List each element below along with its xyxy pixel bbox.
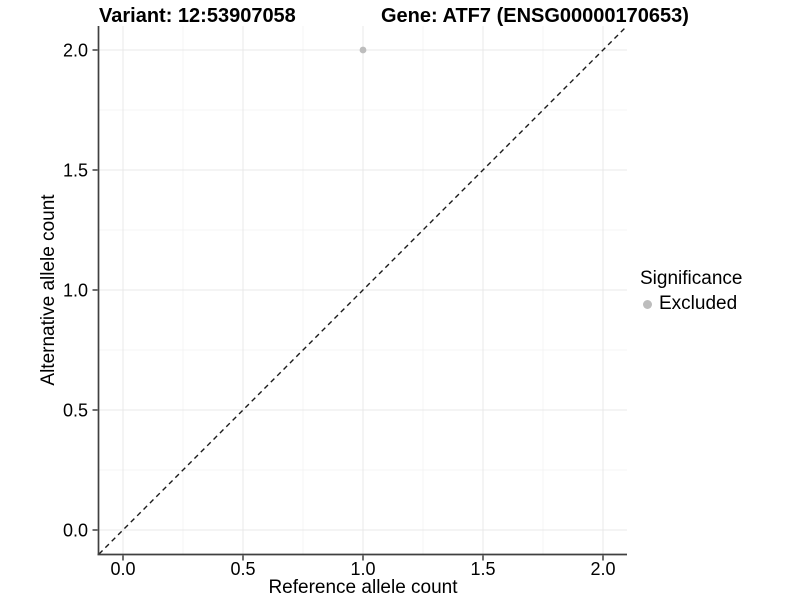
y-tick-label: 0.0 bbox=[63, 521, 88, 541]
legend-title: Significance bbox=[640, 268, 743, 289]
legend-entry-label: Excluded bbox=[659, 293, 738, 314]
y-tick-label: 1.0 bbox=[63, 281, 88, 301]
y-tick-label: 1.5 bbox=[63, 161, 88, 181]
y-axis-title: Alternative allele count bbox=[38, 194, 59, 386]
gene-title: Gene: ATF7 (ENSG00000170653) bbox=[381, 5, 689, 27]
x-tick-label: 0.0 bbox=[110, 559, 135, 579]
x-tick-label: 1.0 bbox=[350, 559, 375, 579]
legend: Significance Excluded bbox=[640, 267, 742, 315]
variant-title: Variant: 12:53907058 bbox=[99, 5, 296, 27]
y-tick-label: 0.5 bbox=[63, 401, 88, 421]
legend-entry-excluded: Excluded bbox=[640, 293, 742, 315]
y-tick-label: 2.0 bbox=[63, 41, 88, 61]
x-tick-label: 2.0 bbox=[590, 559, 615, 579]
x-tick-label: 1.5 bbox=[470, 559, 495, 579]
x-axis-title: Reference allele count bbox=[268, 577, 458, 598]
identity-dashed-line bbox=[98, 25, 628, 555]
data-point bbox=[359, 46, 367, 54]
x-tick-label: 0.5 bbox=[230, 559, 255, 579]
excluded-point-marker-icon bbox=[643, 299, 652, 309]
